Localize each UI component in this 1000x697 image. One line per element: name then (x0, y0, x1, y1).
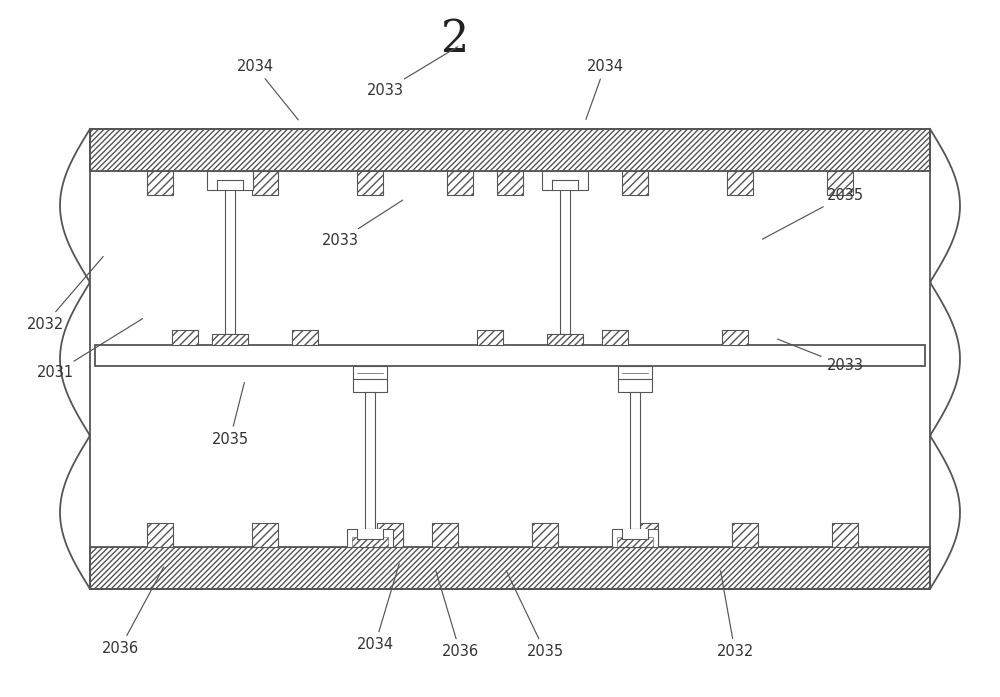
Bar (612, 529, 658, 547)
Bar (357, 171, 383, 195)
Bar (217, 180, 243, 190)
Bar (727, 171, 753, 195)
Bar (352, 537, 388, 547)
Bar (622, 529, 648, 539)
Bar (732, 523, 758, 547)
Bar (365, 392, 375, 529)
Bar (90, 547, 930, 589)
Text: 2035: 2035 (506, 571, 564, 659)
Text: 2034: 2034 (356, 564, 399, 652)
Bar (532, 523, 558, 547)
Text: 2: 2 (441, 17, 469, 61)
Text: 2034: 2034 (586, 59, 624, 119)
Bar (90, 129, 930, 171)
Text: 2034: 2034 (236, 59, 298, 120)
Bar (90, 547, 930, 589)
Bar (560, 190, 570, 334)
Bar (477, 330, 503, 345)
Bar (90, 129, 930, 171)
Text: 2036: 2036 (101, 567, 164, 656)
Bar (622, 171, 648, 195)
Bar (147, 171, 173, 195)
Bar (727, 171, 753, 195)
Bar (617, 537, 653, 547)
Bar (732, 523, 758, 547)
Bar (827, 171, 853, 195)
Text: 2036: 2036 (436, 571, 479, 659)
Text: 2035: 2035 (211, 383, 249, 447)
Bar (432, 523, 458, 547)
Bar (357, 529, 383, 539)
Bar (377, 523, 403, 547)
Bar (347, 529, 393, 547)
Bar (207, 171, 253, 190)
Bar (447, 171, 473, 195)
Bar (147, 523, 173, 547)
Bar (832, 523, 858, 547)
Bar (292, 330, 318, 345)
Bar (497, 171, 523, 195)
Bar (432, 523, 458, 547)
Text: 2032: 2032 (26, 256, 103, 332)
Text: 2031: 2031 (36, 319, 143, 381)
Bar (252, 171, 278, 195)
Bar (497, 171, 523, 195)
Text: 2033: 2033 (366, 47, 458, 98)
Bar (172, 330, 198, 345)
Bar (632, 523, 658, 547)
Bar (602, 330, 628, 345)
Bar (377, 523, 403, 547)
Bar (542, 171, 588, 190)
Text: 2035: 2035 (762, 187, 864, 239)
Bar (722, 330, 748, 345)
Bar (212, 334, 248, 345)
Bar (147, 171, 173, 195)
Bar (722, 330, 748, 345)
Bar (618, 366, 652, 392)
Bar (832, 523, 858, 547)
Bar (252, 171, 278, 195)
Bar (252, 523, 278, 547)
Bar (622, 171, 648, 195)
Bar (552, 180, 578, 190)
Bar (353, 366, 387, 392)
Text: 2033: 2033 (778, 339, 864, 374)
Bar (547, 334, 583, 345)
Bar (252, 523, 278, 547)
Bar (95, 345, 925, 366)
Bar (532, 523, 558, 547)
Bar (632, 523, 658, 547)
Bar (447, 171, 473, 195)
Bar (147, 523, 173, 547)
Bar (172, 330, 198, 345)
Bar (630, 392, 640, 529)
Bar (212, 334, 248, 345)
Bar (477, 330, 503, 345)
Bar (357, 171, 383, 195)
Bar (602, 330, 628, 345)
Bar (827, 171, 853, 195)
Text: 2033: 2033 (322, 200, 403, 248)
Bar (292, 330, 318, 345)
Bar (225, 190, 235, 334)
Bar (547, 334, 583, 345)
Text: 2032: 2032 (716, 571, 754, 659)
